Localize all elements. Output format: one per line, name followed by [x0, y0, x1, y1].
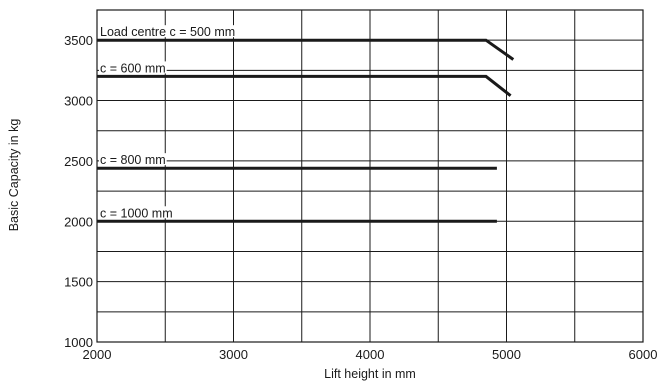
series-line-0 [97, 38, 515, 61]
series-line-1 [97, 74, 512, 97]
series-label-background [99, 25, 237, 38]
x-tick-label: 3000 [219, 347, 248, 362]
series-label-3: c = 1000 mm [100, 206, 173, 220]
series-label-2: c = 800 mm [100, 153, 166, 167]
y-axis-label: Basic Capacity in kg [7, 119, 21, 232]
x-tick-label: 2000 [83, 347, 112, 362]
series-label-background [99, 61, 167, 74]
series-labels: Load centre c = 500 mm c = 600 mm c = 800 … [99, 25, 237, 220]
plot-frame [96, 9, 644, 343]
series-label-background [99, 153, 167, 166]
x-tick-label: 4000 [356, 347, 385, 362]
x-axis-label: Lift height in mm [324, 367, 416, 381]
series-label-0: Load centre c = 500 mm [100, 25, 235, 39]
y-tick-label: 2500 [64, 154, 93, 169]
y-tick-label: 1500 [64, 275, 93, 290]
y-tick-label: 2000 [64, 214, 93, 229]
x-tick-label: 5000 [492, 347, 521, 362]
series-lines [97, 38, 515, 223]
series-label-1: c = 600 mm [100, 61, 166, 75]
y-tick-label: 3500 [64, 33, 93, 48]
y-tick-label: 1000 [64, 335, 93, 350]
y-tick-label: 3000 [64, 94, 93, 109]
series-label-background [99, 206, 174, 219]
x-tick-label: 6000 [629, 347, 658, 362]
grid [96, 9, 644, 343]
tick-labels: 2000 3000 4000 5000 6000 1000 1500 2000 2500 3000… [64, 33, 657, 362]
